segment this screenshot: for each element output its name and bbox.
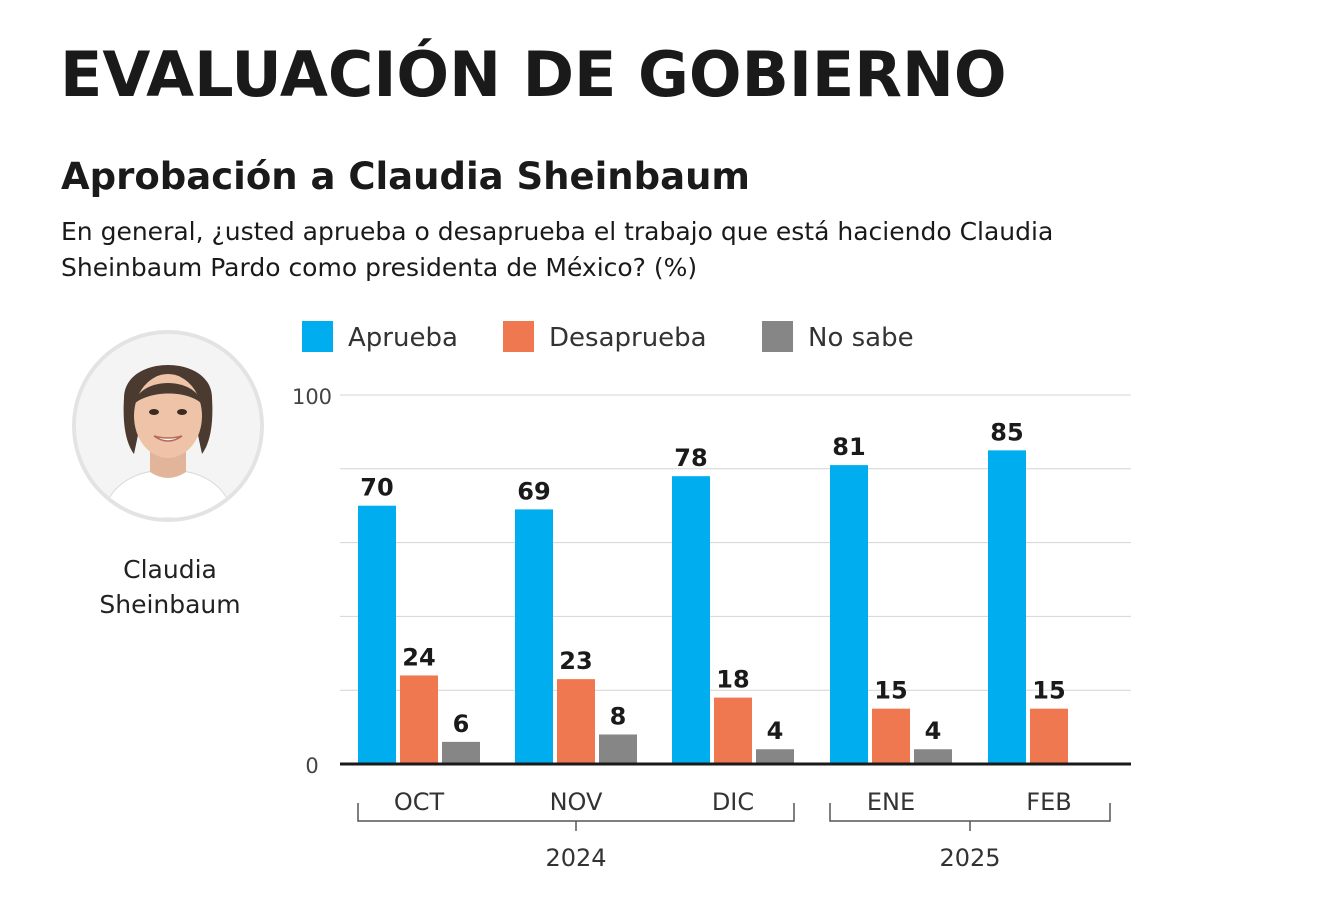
bar — [872, 708, 910, 764]
x-tick-label: OCT — [394, 788, 445, 816]
portrait-caption: Claudia Sheinbaum — [99, 555, 241, 619]
data-label: 70 — [360, 474, 393, 502]
data-label: 15 — [1032, 677, 1065, 705]
legend-label: Aprueba — [348, 323, 458, 353]
bar — [830, 465, 868, 764]
x-tick-label: ENE — [867, 788, 915, 816]
data-label: 18 — [716, 666, 749, 694]
chart-title: EVALUACIÓN DE GOBIERNO — [60, 38, 1007, 111]
x-tick-label: NOV — [550, 788, 603, 816]
bar — [515, 509, 553, 764]
data-label: 8 — [610, 702, 627, 730]
y-tick-label: 100 — [292, 385, 332, 409]
y-tick-label: 0 — [305, 754, 318, 778]
data-label: 78 — [674, 444, 707, 472]
x-tick-label: DIC — [712, 788, 754, 816]
data-label: 4 — [925, 717, 942, 745]
legend-label: No sabe — [808, 323, 914, 353]
survey-question: En general, ¿usted aprueba o desaprueba … — [61, 217, 1054, 282]
bar — [599, 734, 637, 764]
bar — [442, 741, 480, 764]
data-label: 69 — [517, 477, 550, 505]
bar — [557, 679, 595, 764]
chart-subtitle: Aprobación a Claudia Sheinbaum — [61, 155, 750, 198]
bar — [1030, 708, 1068, 764]
legend-swatch — [762, 321, 793, 352]
data-label: 15 — [874, 677, 907, 705]
data-label: 6 — [453, 710, 470, 738]
data-label: 24 — [402, 643, 435, 671]
bar — [714, 697, 752, 764]
legend-swatch — [302, 321, 333, 352]
portrait-photo — [72, 330, 264, 522]
legend-label: Desaprueba — [549, 323, 707, 353]
portrait-icon — [76, 334, 260, 518]
x-tick-label: FEB — [1026, 788, 1071, 816]
bar — [756, 749, 794, 764]
data-label: 81 — [832, 433, 865, 461]
bar — [914, 749, 952, 764]
data-label: 23 — [559, 647, 592, 675]
year-label: 2024 — [545, 844, 606, 872]
bar — [358, 505, 396, 764]
data-label: 85 — [990, 418, 1023, 446]
bar — [988, 450, 1026, 764]
bar — [400, 675, 438, 764]
bar — [672, 476, 710, 764]
data-label: 4 — [767, 717, 784, 745]
legend-swatch — [503, 321, 534, 352]
year-label: 2025 — [939, 844, 1000, 872]
